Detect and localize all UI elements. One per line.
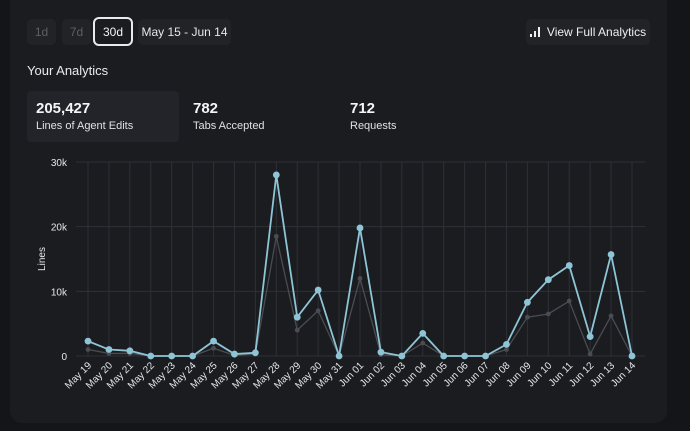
stat-label: Tabs Accepted: [193, 120, 265, 132]
primary-data-point[interactable]: [544, 276, 552, 284]
y-tick-label: 10k: [51, 287, 68, 298]
primary-data-point[interactable]: [377, 348, 385, 356]
primary-data-point[interactable]: [586, 333, 594, 340]
view-full-analytics-button[interactable]: View Full Analytics: [526, 19, 650, 45]
primary-data-point[interactable]: [105, 346, 113, 353]
y-axis-label: Lines: [37, 247, 48, 271]
stat-value: 782: [193, 100, 219, 117]
secondary-data-point[interactable]: [357, 276, 363, 281]
primary-data-point[interactable]: [189, 352, 197, 360]
secondary-data-point[interactable]: [504, 347, 509, 352]
stat-card-tabs[interactable]: 782 Tabs Accepted: [184, 91, 334, 142]
bar-chart-icon: [529, 27, 540, 37]
stat-card-requests[interactable]: 712 Requests: [341, 91, 491, 142]
primary-data-point[interactable]: [272, 171, 280, 179]
secondary-data-point[interactable]: [85, 347, 91, 352]
secondary-data-point[interactable]: [273, 233, 279, 239]
secondary-data-point[interactable]: [587, 351, 593, 357]
secondary-data-point[interactable]: [608, 313, 614, 319]
primary-data-point[interactable]: [398, 352, 406, 360]
primary-data-point[interactable]: [126, 347, 134, 355]
primary-data-point[interactable]: [356, 224, 364, 232]
primary-data-point[interactable]: [565, 262, 573, 269]
view-full-analytics-label: View Full Analytics: [546, 25, 647, 39]
primary-data-point[interactable]: [419, 329, 427, 337]
secondary-data-point[interactable]: [524, 314, 530, 320]
primary-data-point[interactable]: [231, 350, 238, 358]
secondary-data-point[interactable]: [420, 340, 426, 346]
y-tick-label: 0: [61, 352, 67, 363]
primary-data-point[interactable]: [607, 251, 615, 258]
secondary-data-point[interactable]: [566, 298, 572, 304]
primary-data-point[interactable]: [503, 340, 510, 348]
range-30d-button[interactable]: 30d: [93, 17, 133, 46]
primary-data-point[interactable]: [523, 298, 531, 306]
primary-data-point[interactable]: [251, 349, 259, 357]
primary-data-point[interactable]: [147, 352, 155, 360]
primary-data-point[interactable]: [628, 352, 636, 360]
primary-data-point[interactable]: [335, 352, 343, 360]
primary-data-point[interactable]: [482, 352, 489, 360]
primary-data-point[interactable]: [210, 337, 217, 345]
primary-data-point[interactable]: [293, 313, 301, 321]
range-1d-button[interactable]: 1d: [27, 19, 56, 45]
stat-value: 712: [350, 100, 376, 117]
primary-data-point[interactable]: [168, 352, 176, 360]
date-range-button[interactable]: May 15 - Jun 14: [138, 19, 231, 45]
primary-data-point[interactable]: [314, 286, 322, 294]
section-title: Your Analytics: [27, 63, 109, 78]
y-tick-label: 30k: [51, 158, 68, 169]
secondary-data-point[interactable]: [211, 345, 216, 351]
stat-value: 205,427: [36, 100, 91, 117]
stat-label: Requests: [350, 120, 397, 132]
secondary-data-point[interactable]: [294, 327, 300, 333]
y-tick-label: 20k: [51, 223, 68, 234]
secondary-data-point[interactable]: [545, 311, 551, 317]
secondary-data-point[interactable]: [315, 308, 321, 314]
stat-label: Lines of Agent Edits: [36, 120, 134, 132]
primary-data-point[interactable]: [84, 337, 92, 345]
primary-data-point[interactable]: [440, 352, 448, 360]
primary-data-point[interactable]: [461, 352, 469, 360]
range-7d-button[interactable]: 7d: [62, 19, 91, 45]
stat-card-lines[interactable]: 205,427 Lines of Agent Edits: [27, 91, 179, 142]
